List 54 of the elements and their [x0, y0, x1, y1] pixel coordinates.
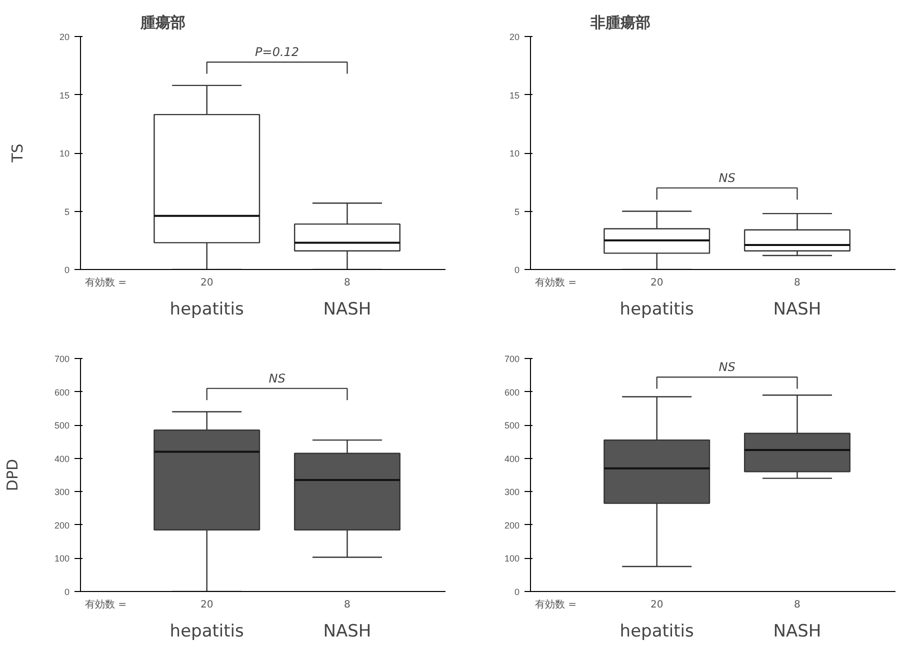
y-tick-label: 500: [504, 420, 520, 431]
text: 8: [794, 278, 800, 288]
y-tick-label: 15: [509, 90, 520, 100]
x-tick-label: NASH: [773, 300, 822, 320]
y-tick-label: 600: [54, 387, 70, 398]
x-tick-label: hepatitis: [620, 300, 694, 320]
x-tick-label: hepatitis: [620, 622, 694, 642]
text: 20: [200, 278, 214, 288]
y-tick-label: 400: [504, 454, 520, 464]
y-tick-label: 100: [54, 554, 70, 564]
y-tick-label: 10: [59, 148, 70, 158]
x-tick-label: NASH: [323, 300, 372, 320]
y-tick-label: 700: [504, 354, 520, 364]
y-tick-label: 500: [54, 420, 70, 431]
y-tick-label: 600: [504, 387, 520, 398]
y-axis-title: DPD: [3, 458, 22, 492]
y-axis-title: TS: [8, 144, 26, 164]
annotation: NS: [268, 371, 286, 386]
y-tick-label: 10: [509, 148, 520, 158]
text: 有効数 =: [534, 598, 577, 610]
x-tick-label: NASH: [323, 622, 372, 642]
y-tick-label: 700: [54, 354, 70, 364]
text: 20: [200, 600, 214, 610]
annotation: NS: [718, 170, 736, 185]
y-tick-label: 20: [59, 32, 70, 42]
y-tick-label: 400: [54, 454, 70, 464]
x-tick-label: hepatitis: [170, 622, 244, 642]
text: 有効数 =: [84, 598, 127, 610]
chart-title: 非腫瘍部: [590, 14, 650, 32]
y-tick-label: 15: [59, 90, 70, 100]
y-tick-label: 300: [54, 487, 70, 498]
text: 20: [650, 600, 664, 610]
y-tick-label: 5: [514, 206, 520, 217]
y-tick-label: 200: [504, 520, 520, 530]
y-tick-label: 20: [509, 32, 520, 42]
y-tick-label: 0: [64, 265, 70, 275]
y-tick-label: 300: [504, 487, 520, 498]
y-tick-label: 5: [64, 206, 70, 217]
annotation: NS: [718, 360, 736, 374]
y-tick-label: 200: [54, 520, 70, 530]
y-tick-label: 0: [514, 265, 520, 275]
y-tick-label: 0: [64, 587, 70, 597]
text: 8: [794, 600, 800, 610]
text: 有効数 =: [534, 276, 577, 288]
text: 8: [344, 278, 350, 288]
text: 8: [344, 600, 350, 610]
y-tick-label: 0: [514, 587, 520, 597]
y-tick-label: 100: [504, 554, 520, 564]
annotation: P=0.12: [255, 45, 300, 60]
x-tick-label: hepatitis: [170, 300, 244, 320]
text: 20: [650, 278, 664, 288]
text: 有効数 =: [84, 276, 127, 288]
chart-title: 腫瘍部: [140, 14, 186, 32]
x-tick-label: NASH: [773, 622, 822, 642]
